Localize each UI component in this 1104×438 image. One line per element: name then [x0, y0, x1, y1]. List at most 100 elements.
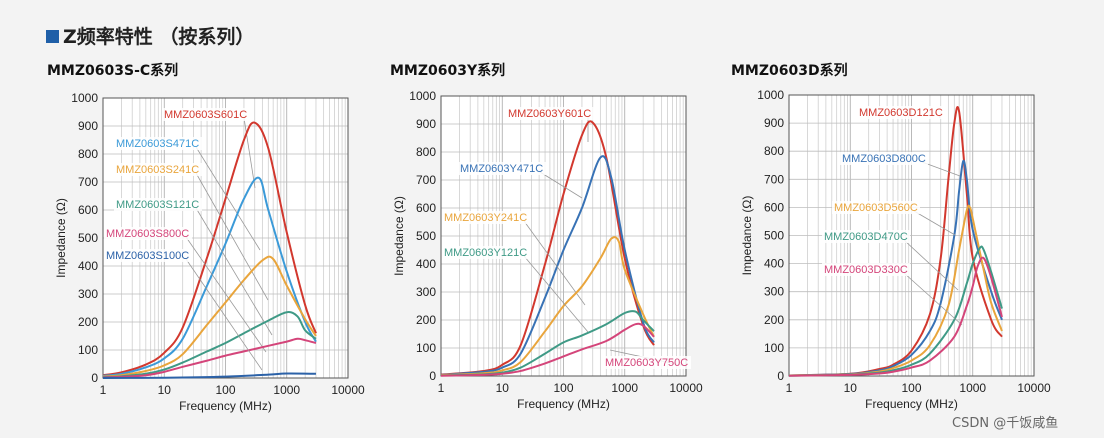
- series-label: MMZ0603D121C: [859, 107, 943, 119]
- title-square-icon: [46, 30, 59, 43]
- watermark: CSDN @千饭咸鱼: [952, 416, 1059, 431]
- y-tick-label: 0: [91, 371, 98, 385]
- series-label: MMZ0603D470C: [824, 231, 908, 243]
- y-tick-label: 1000: [409, 89, 436, 103]
- x-tick-label: 100: [215, 383, 235, 397]
- chart-2: 0 100 200 300 400 500 600 700 800 900 1000 1 10 100 10…: [740, 88, 1051, 411]
- series-label-bg: [458, 162, 546, 175]
- y-tick-label: 0: [777, 369, 784, 383]
- series-line-MMZ0603S121C: [102, 311, 317, 379]
- series-line-MMZ0603S471C: [102, 176, 317, 377]
- leader-line: [243, 117, 256, 189]
- y-tick-label: 200: [416, 313, 436, 327]
- series-label: MMZ0603Y601C: [508, 108, 591, 120]
- series-line-MMZ0603D121C: [788, 106, 1003, 377]
- x-axis-label: Frequency (MHz): [517, 397, 610, 411]
- series-line-MMZ0603Y750C: [440, 322, 655, 377]
- chart-1: 0 100 200 300 400 500 600 700 800 900 1000 1 10 100 10…: [392, 89, 703, 411]
- y-tick-label: 600: [764, 200, 784, 214]
- series-line-MMZ0603Y601C: [440, 120, 655, 376]
- series-label-bg: [114, 163, 202, 176]
- series-label-bg: [114, 198, 202, 211]
- series-label: MMZ0603S601C: [164, 109, 247, 121]
- y-tick-label: 900: [78, 119, 98, 133]
- series-label: MMZ0603S241C: [116, 164, 199, 176]
- series-label: MMZ0603D800C: [842, 153, 926, 165]
- leader-line: [903, 239, 959, 291]
- series-label-bg: [104, 249, 192, 262]
- y-tick-label: 500: [764, 229, 784, 243]
- series-line-MMZ0603Y121C: [440, 309, 655, 377]
- series-label-bg: [442, 246, 530, 259]
- x-tick-label: 10000: [1017, 381, 1051, 395]
- y-tick-label: 100: [416, 341, 436, 355]
- leader-line: [195, 146, 261, 251]
- series-label-bg: [832, 201, 920, 214]
- series-label: MMZ0603Y241C: [444, 212, 527, 224]
- series-label-bg: [822, 263, 910, 276]
- x-tick-label: 1000: [959, 381, 986, 395]
- leader-line: [195, 172, 269, 301]
- y-tick-label: 900: [416, 117, 436, 131]
- y-tick-label: 800: [78, 147, 98, 161]
- series-label: MMZ0603D560C: [834, 202, 918, 214]
- series-label: MMZ0603S121C: [116, 199, 199, 211]
- x-tick-label: 100: [901, 381, 921, 395]
- leader-line: [185, 258, 263, 371]
- chart-0: 0 100 200 300 400 500 600 700 800 900 1000 1 10 100 10…: [54, 91, 365, 413]
- y-tick-label: 600: [78, 203, 98, 217]
- series-line-MMZ0603S800C: [102, 337, 317, 379]
- leader-line: [523, 255, 589, 333]
- y-axis-label: Impedance (Ω): [392, 196, 406, 276]
- series-label-bg: [840, 152, 928, 165]
- series-line-MMZ0603D560C: [788, 204, 1003, 377]
- leader-line: [523, 220, 586, 306]
- y-tick-label: 500: [78, 231, 98, 245]
- series-label-bg: [114, 137, 202, 150]
- plot-frame: [788, 94, 1035, 377]
- series-label-bg: [442, 211, 530, 224]
- x-axis-label: Frequency (MHz): [865, 397, 958, 411]
- series-label: MMZ0603Y121C: [444, 247, 527, 259]
- y-tick-label: 400: [416, 257, 436, 271]
- y-tick-label: 300: [764, 285, 784, 299]
- series-line-MMZ0603D330C: [788, 256, 1003, 377]
- series-label-bg: [104, 227, 192, 240]
- series-label-bg: [603, 356, 691, 369]
- leader-line: [913, 210, 956, 236]
- y-tick-label: 100: [78, 343, 98, 357]
- y-tick-label: 400: [764, 257, 784, 271]
- series-label: MMZ0603S471C: [116, 138, 199, 150]
- series-line-MMZ0603D800C: [788, 159, 1003, 377]
- y-tick-label: 300: [78, 287, 98, 301]
- series-label-bg: [162, 108, 250, 121]
- plot-frame: [440, 95, 687, 377]
- y-tick-label: 700: [416, 173, 436, 187]
- series-label-bg: [857, 106, 945, 119]
- leader-line: [903, 272, 963, 326]
- leader-line: [921, 161, 961, 177]
- series-label: MMZ0603Y750C: [605, 357, 688, 369]
- chart-title-d: MMZ0603D系列: [731, 63, 848, 79]
- y-tick-label: 800: [416, 145, 436, 159]
- y-tick-label: 800: [764, 144, 784, 158]
- y-tick-label: 1000: [71, 91, 98, 105]
- series-label: MMZ0603Y471C: [460, 163, 543, 175]
- y-tick-label: 500: [416, 229, 436, 243]
- y-tick-label: 400: [78, 259, 98, 273]
- series-label: MMZ0603S100C: [106, 250, 189, 262]
- leader-line: [185, 236, 267, 353]
- series-line-MMZ0603Y241C: [440, 236, 655, 377]
- y-tick-label: 200: [764, 313, 784, 327]
- y-tick-label: 0: [429, 369, 436, 383]
- series-line-MMZ0603S100C: [102, 372, 316, 379]
- y-axis-label: Impedance (Ω): [54, 198, 68, 278]
- chart-title-s: MMZ0603S-C系列: [47, 63, 179, 79]
- x-tick-label: 10: [158, 383, 172, 397]
- series-label-bg: [822, 230, 910, 243]
- x-tick-label: 1000: [611, 381, 638, 395]
- y-axis-label: Impedance (Ω): [740, 196, 754, 276]
- x-tick-label: 10: [844, 381, 858, 395]
- series-line-MMZ0603S241C: [102, 255, 317, 378]
